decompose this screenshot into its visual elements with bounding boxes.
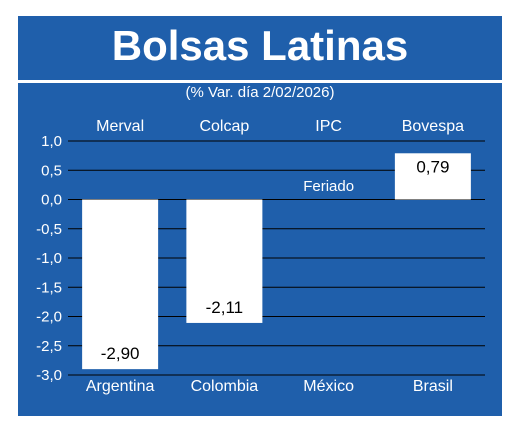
data-label: 0,79 (416, 157, 449, 176)
data-label: -2,90 (101, 344, 140, 363)
y-tick-label: 0,5 (41, 162, 62, 179)
x-tick-label: México (303, 378, 354, 395)
chart-subtitle: (% Var. día 2/02/2026) (186, 84, 335, 101)
y-tick-label: -0,5 (36, 221, 62, 238)
y-tick-label: -1,0 (36, 250, 62, 267)
y-tick-label: -2,0 (36, 309, 62, 326)
index-label: Colcap (199, 118, 249, 135)
index-label: Merval (96, 118, 144, 135)
y-tick-label: -3,0 (36, 367, 62, 384)
title-box: Bolsas Latinas (18, 16, 502, 76)
bar-colombia (186, 199, 263, 323)
title-divider (18, 80, 502, 83)
data-label: -2,11 (206, 298, 244, 317)
bar-argentina (82, 199, 159, 370)
annotation-label: Feriado (303, 178, 354, 195)
bar-brasil (394, 153, 471, 200)
y-tick-label: -1,5 (36, 279, 62, 296)
x-tick-label: Colombia (191, 378, 259, 395)
chart-title: Bolsas Latinas (111, 22, 409, 69)
y-tick-label: 1,0 (41, 133, 62, 150)
x-tick-label: Argentina (86, 378, 155, 395)
y-tick-label: -2,5 (36, 338, 62, 355)
index-label: IPC (315, 118, 342, 135)
x-tick-label: Brasil (413, 378, 453, 395)
y-tick-label: 0,0 (41, 192, 62, 209)
index-label: Bovespa (402, 118, 464, 135)
